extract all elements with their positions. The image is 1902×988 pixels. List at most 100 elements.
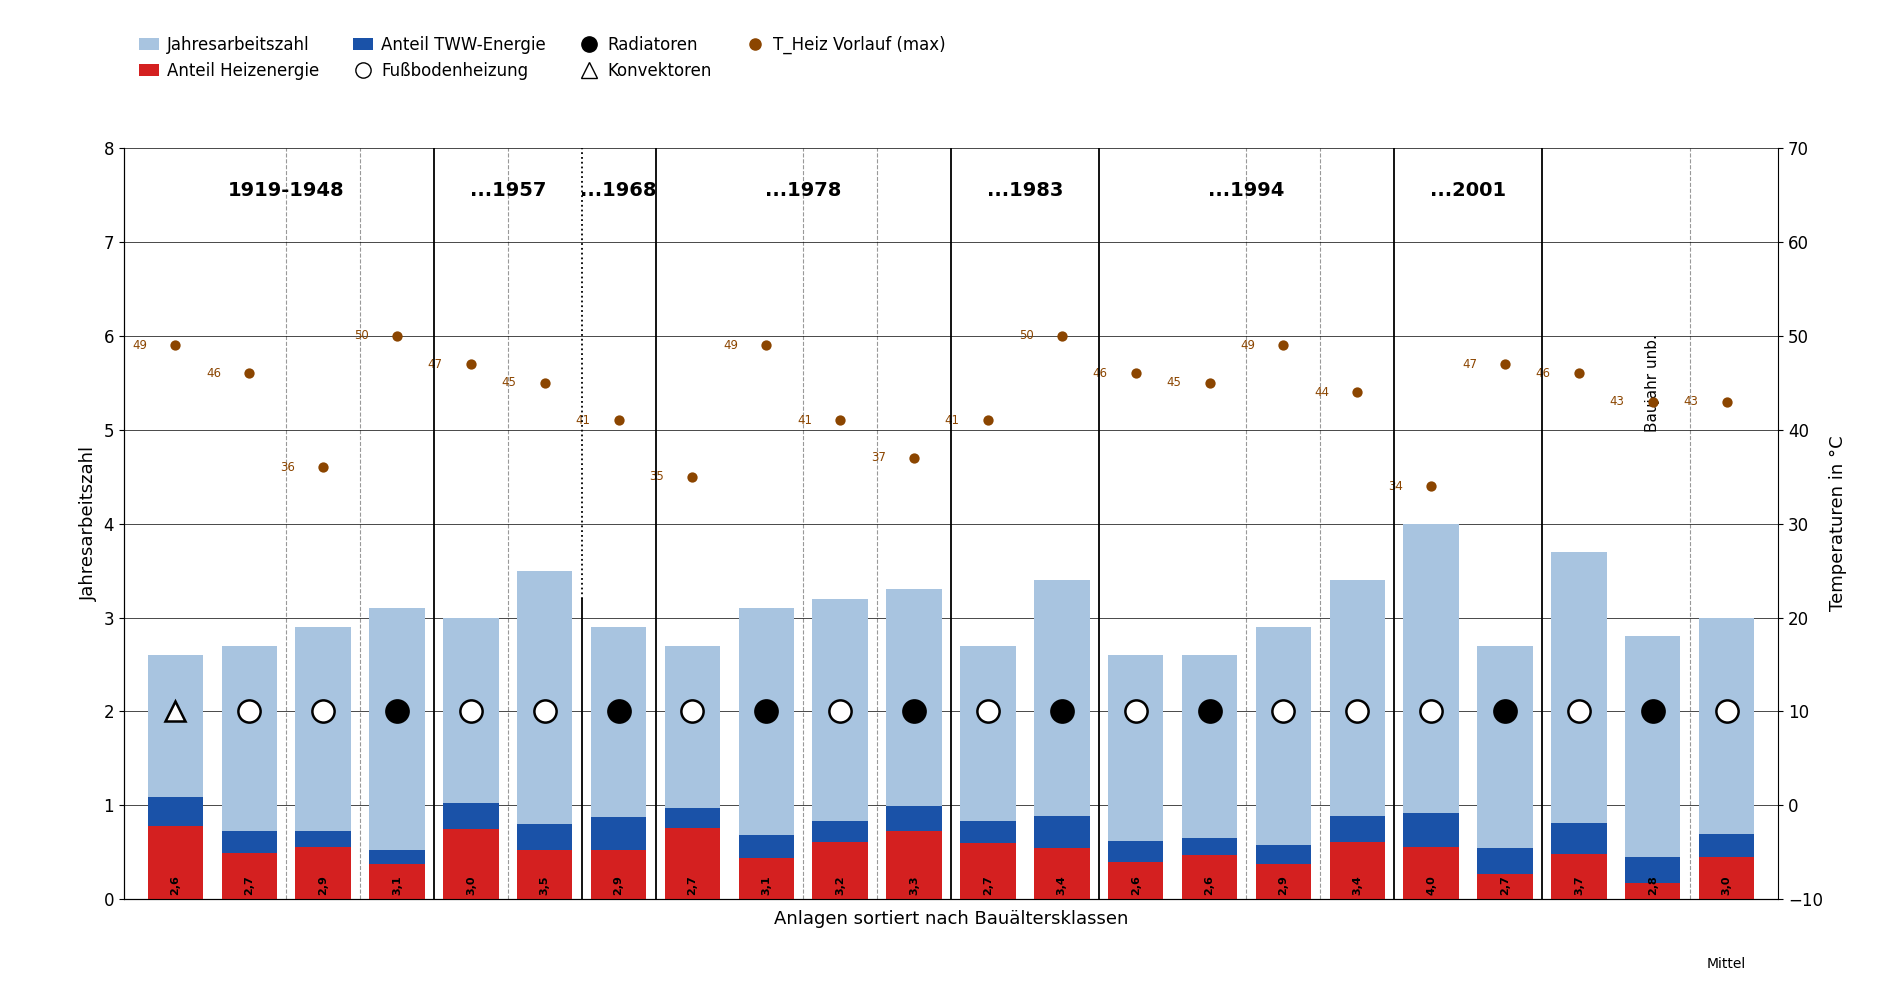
Point — [603, 413, 633, 429]
Text: 47: 47 — [428, 358, 443, 370]
Bar — [295, 831, 350, 848]
Point — [1269, 338, 1299, 354]
Text: 3,7: 3,7 — [1575, 875, 1584, 895]
Point — [1563, 366, 1594, 381]
Legend: Jahresarbeitszahl, Anteil Heizenergie, Anteil TWW-Energie, Fußbodenheizung, Radi: Jahresarbeitszahl, Anteil Heizenergie, A… — [131, 29, 953, 87]
Bar — [1698, 618, 1754, 899]
Text: 46: 46 — [1092, 367, 1107, 380]
Text: 50: 50 — [354, 329, 369, 343]
Text: 3,1: 3,1 — [392, 875, 401, 895]
Text: 43: 43 — [1683, 395, 1698, 408]
Bar — [517, 850, 573, 899]
Text: 46: 46 — [1535, 367, 1550, 380]
Point — [1489, 357, 1520, 372]
Bar — [1035, 848, 1090, 899]
Bar — [1404, 524, 1459, 899]
Text: 36: 36 — [280, 460, 295, 474]
Bar — [517, 571, 573, 899]
Text: 49: 49 — [133, 339, 146, 352]
Y-axis label: Jahresarbeitszahl: Jahresarbeitszahl — [80, 446, 97, 602]
Bar — [221, 854, 278, 899]
Bar — [664, 646, 721, 899]
Text: ...2001: ...2001 — [1430, 181, 1506, 200]
Bar — [221, 646, 278, 899]
Bar — [1698, 857, 1754, 899]
Bar — [1035, 816, 1090, 848]
Bar — [886, 806, 941, 831]
Text: 50: 50 — [1019, 329, 1033, 343]
Text: 43: 43 — [1609, 395, 1624, 408]
Point — [825, 413, 856, 429]
Text: 49: 49 — [1240, 339, 1255, 352]
Text: 2,9: 2,9 — [614, 875, 624, 895]
Bar — [1478, 849, 1533, 873]
Text: 2,7: 2,7 — [687, 875, 698, 895]
Text: 37: 37 — [871, 452, 886, 464]
Text: 3,4: 3,4 — [1058, 875, 1067, 895]
Bar — [592, 850, 647, 899]
Bar — [1624, 636, 1681, 899]
Text: Baujahr unb.: Baujahr unb. — [1645, 334, 1660, 432]
Text: 2,6: 2,6 — [1204, 875, 1215, 895]
Text: 3,5: 3,5 — [540, 875, 550, 895]
Text: 2,6: 2,6 — [171, 875, 181, 895]
Bar — [1255, 627, 1310, 899]
Text: Mittel: Mittel — [1706, 957, 1746, 971]
Bar — [1181, 856, 1238, 899]
Point — [1046, 328, 1077, 344]
Text: 41: 41 — [945, 414, 961, 427]
Text: 41: 41 — [576, 414, 590, 427]
Text: 44: 44 — [1314, 385, 1329, 399]
Bar — [592, 817, 647, 850]
Text: 47: 47 — [1463, 358, 1478, 370]
Point — [529, 375, 559, 391]
Bar — [664, 808, 721, 828]
Bar — [1329, 580, 1385, 899]
Bar — [148, 796, 204, 826]
Bar — [1181, 655, 1238, 899]
Bar — [369, 864, 424, 899]
Point — [1638, 394, 1668, 410]
Bar — [1404, 813, 1459, 847]
Text: ...1968: ...1968 — [580, 181, 656, 200]
Text: 3,2: 3,2 — [835, 875, 844, 895]
Bar — [1255, 864, 1310, 899]
Bar — [1329, 842, 1385, 899]
Bar — [148, 655, 204, 899]
Bar — [443, 803, 498, 829]
Bar — [812, 842, 867, 899]
Bar — [443, 618, 498, 899]
Text: 2,6: 2,6 — [1130, 875, 1141, 895]
Text: 41: 41 — [797, 414, 812, 427]
Text: 2,9: 2,9 — [1278, 875, 1288, 895]
Point — [160, 338, 190, 354]
Text: 3,1: 3,1 — [761, 875, 772, 895]
Bar — [738, 859, 793, 899]
Text: 3,0: 3,0 — [1721, 875, 1731, 895]
Bar — [221, 831, 278, 854]
Bar — [1552, 823, 1607, 854]
Bar — [1035, 580, 1090, 899]
Bar — [1624, 857, 1681, 883]
Text: 3,4: 3,4 — [1352, 875, 1362, 895]
Bar — [1109, 655, 1164, 899]
Point — [234, 366, 264, 381]
Bar — [295, 848, 350, 899]
Point — [308, 459, 339, 475]
Bar — [1552, 854, 1607, 899]
Bar — [1698, 834, 1754, 857]
Point — [677, 469, 708, 485]
Bar — [961, 646, 1016, 899]
Bar — [886, 589, 941, 899]
Y-axis label: Temperaturen in °C: Temperaturen in °C — [1828, 436, 1847, 612]
Bar — [295, 627, 350, 899]
Bar — [1255, 845, 1310, 864]
Bar — [812, 821, 867, 842]
Point — [972, 413, 1002, 429]
Point — [1194, 375, 1225, 391]
Bar — [517, 824, 573, 850]
Bar — [664, 828, 721, 899]
Text: 1919-1948: 1919-1948 — [228, 181, 344, 200]
Bar — [812, 599, 867, 899]
Bar — [369, 850, 424, 864]
